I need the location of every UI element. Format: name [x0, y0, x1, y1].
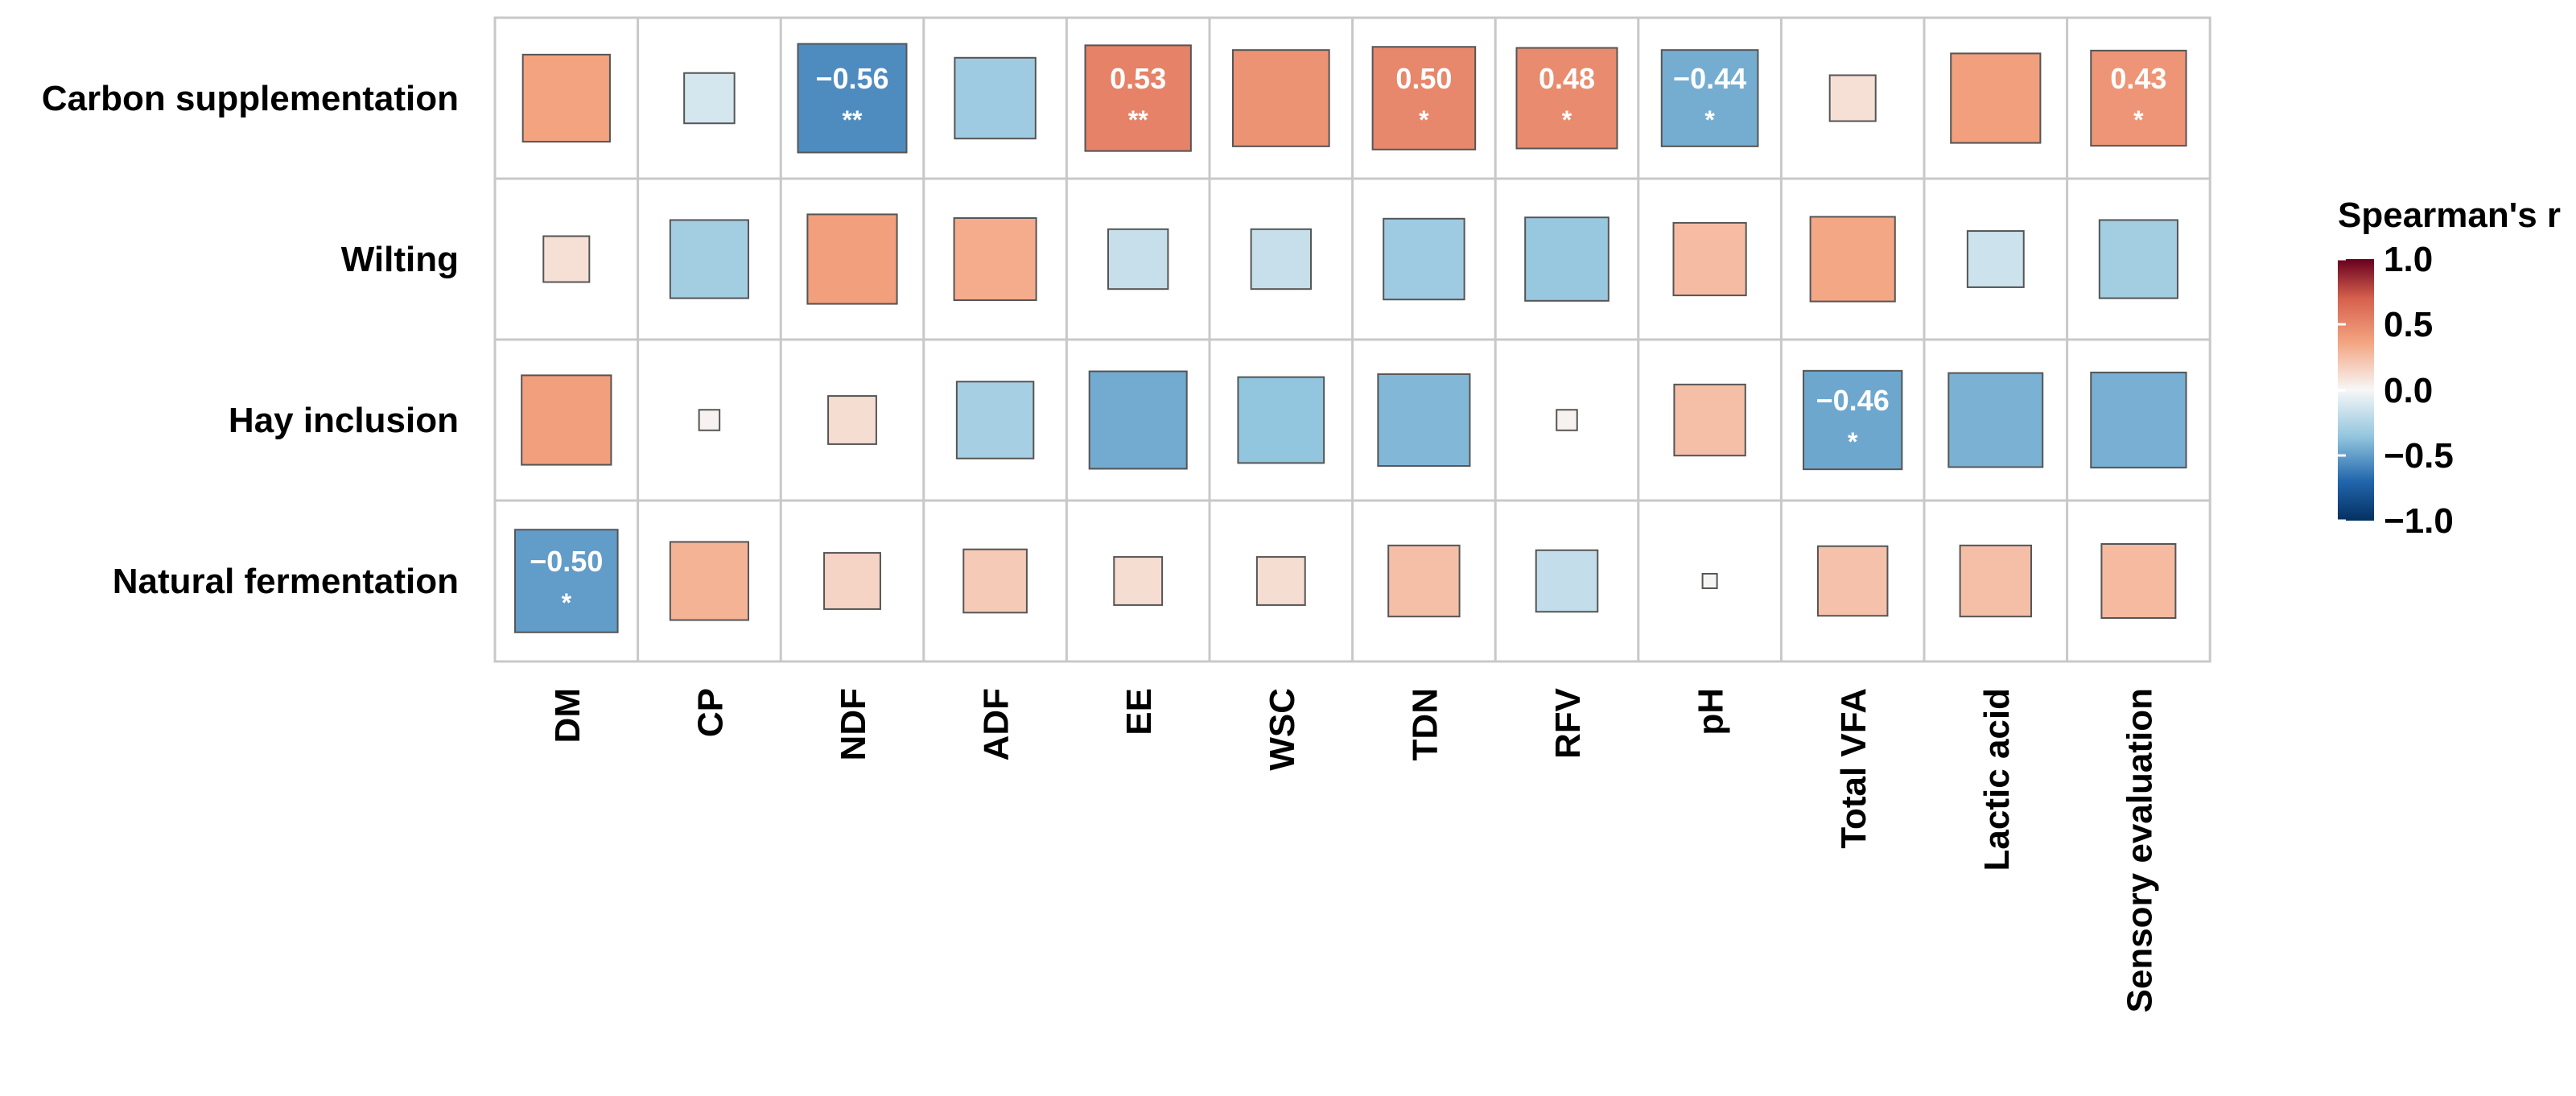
heatmap-cell: [1515, 47, 1618, 150]
heatmap-cell: [806, 213, 898, 305]
heatmap-cell: [1535, 549, 1599, 613]
legend-tick-label: −1.0: [2384, 501, 2454, 541]
cell-significance-label: **: [1128, 105, 1148, 134]
heatmap-cell: [1556, 409, 1578, 431]
heatmap-cells: −0.56**0.53**0.50*0.48*−0.44*0.43*−0.46*…: [514, 43, 2187, 633]
cell-value-label: 0.48: [1539, 62, 1595, 95]
cell-value-label: −0.44: [1673, 62, 1746, 95]
heatmap-cell: [2090, 49, 2187, 147]
cell-significance-label: *: [1562, 105, 1572, 134]
row-label: Wilting: [341, 240, 459, 279]
heatmap-cell: [1088, 370, 1188, 470]
cell-value-label: 0.53: [1110, 62, 1166, 95]
heatmap-cell: [962, 548, 1028, 614]
heatmap-cell: [823, 552, 881, 610]
heatmap-cell: [542, 235, 591, 283]
heatmap-cell: [1377, 373, 1471, 468]
heatmap-cell: [1084, 44, 1192, 152]
heatmap-cell: [1113, 556, 1164, 606]
heatmap-cell: [827, 395, 877, 445]
heatmap-cell: [1950, 52, 2042, 144]
cell-value-label: −0.50: [530, 545, 603, 578]
heatmap-cell: [669, 219, 749, 299]
column-label: DM: [548, 688, 587, 743]
heatmap-cell: [1237, 376, 1325, 464]
heatmap-cell: [683, 72, 736, 125]
column-label: CP: [690, 688, 730, 737]
heatmap-cell: [953, 216, 1037, 302]
heatmap-cell: [521, 53, 611, 143]
cell-significance-label: **: [843, 105, 863, 134]
column-label: TDN: [1405, 688, 1445, 760]
row-labels: Carbon supplementation Wilting Hay inclusi…: [42, 79, 459, 601]
heatmap-cell: [1255, 556, 1306, 606]
cell-significance-label: *: [1419, 105, 1429, 134]
heatmap-cell: [1673, 383, 1746, 457]
column-label: Lactic acid: [1977, 688, 2017, 871]
column-label: ADF: [977, 688, 1016, 760]
column-label: EE: [1119, 688, 1159, 735]
heatmap-cell: [1959, 544, 2032, 618]
heatmap-cell: [955, 381, 1035, 459]
heatmap-cell: [1966, 230, 2025, 288]
column-label: RFV: [1548, 687, 1588, 759]
heatmap-cell: [1524, 216, 1609, 302]
color-legend: Spearman's r 1.0 0.5 0.0 −0.5 −1.0: [2338, 196, 2561, 541]
cell-significance-label: *: [1848, 427, 1858, 456]
cell-value-label: 0.43: [2110, 62, 2166, 95]
heatmap-cell: [797, 43, 908, 154]
legend-tick-label: −0.5: [2384, 436, 2454, 476]
column-label: Total VFA: [1834, 688, 1873, 849]
column-label: pH: [1692, 688, 1731, 735]
cell-significance-label: *: [2133, 105, 2144, 134]
legend-tick-label: 0.5: [2384, 305, 2433, 344]
heatmap-cell: [1947, 372, 2044, 468]
row-label: Carbon supplementation: [42, 79, 459, 118]
legend-tick-label: 1.0: [2384, 240, 2433, 279]
heatmap-cell: [2100, 543, 2177, 619]
cell-significance-label: *: [562, 588, 572, 617]
heatmap-cell: [669, 541, 749, 621]
heatmap-cell: [1107, 228, 1169, 290]
cell-value-label: −0.46: [1816, 384, 1890, 417]
heatmap-cell: [1371, 46, 1477, 150]
legend-tick-label: 0.0: [2384, 371, 2433, 410]
heatmap-cell: [1701, 572, 1718, 590]
heatmap-cell: [1803, 369, 1903, 471]
heatmap-cell: [1809, 216, 1896, 303]
column-label: NDF: [834, 688, 873, 760]
heatmap-cell: [1383, 217, 1465, 301]
heatmap-cell: [698, 409, 721, 431]
heatmap-grid: [493, 16, 2211, 663]
heatmap-cell: [2090, 371, 2187, 469]
heatmap-cell: [1828, 74, 1877, 122]
heatmap-cell: [1672, 221, 1747, 297]
heatmap-cell: [514, 529, 619, 633]
heatmap-cell: [954, 56, 1037, 140]
heatmap-cell: [1660, 49, 1759, 147]
heatmap-cell: [1250, 228, 1312, 290]
column-label: Sensory evaluation: [2120, 688, 2159, 1012]
cell-value-label: 0.50: [1395, 62, 1452, 95]
heatmap-cell: [1231, 49, 1330, 147]
column-label: WSC: [1263, 688, 1302, 771]
heatmap-cell: [1387, 544, 1461, 618]
row-label: Natural fermentation: [113, 562, 459, 601]
heatmap-cell: [2098, 219, 2178, 299]
cell-value-label: −0.56: [815, 62, 888, 95]
legend-title: Spearman's r: [2338, 196, 2561, 235]
cell-significance-label: *: [1704, 105, 1715, 134]
heatmap-cell: [1816, 545, 1889, 617]
row-label: Hay inclusion: [229, 401, 459, 440]
heatmap-cell: [521, 374, 612, 466]
column-labels: DM CP NDF ADF EE WSC TDN RFV pH Total VFA Lactic a…: [548, 687, 2160, 1012]
